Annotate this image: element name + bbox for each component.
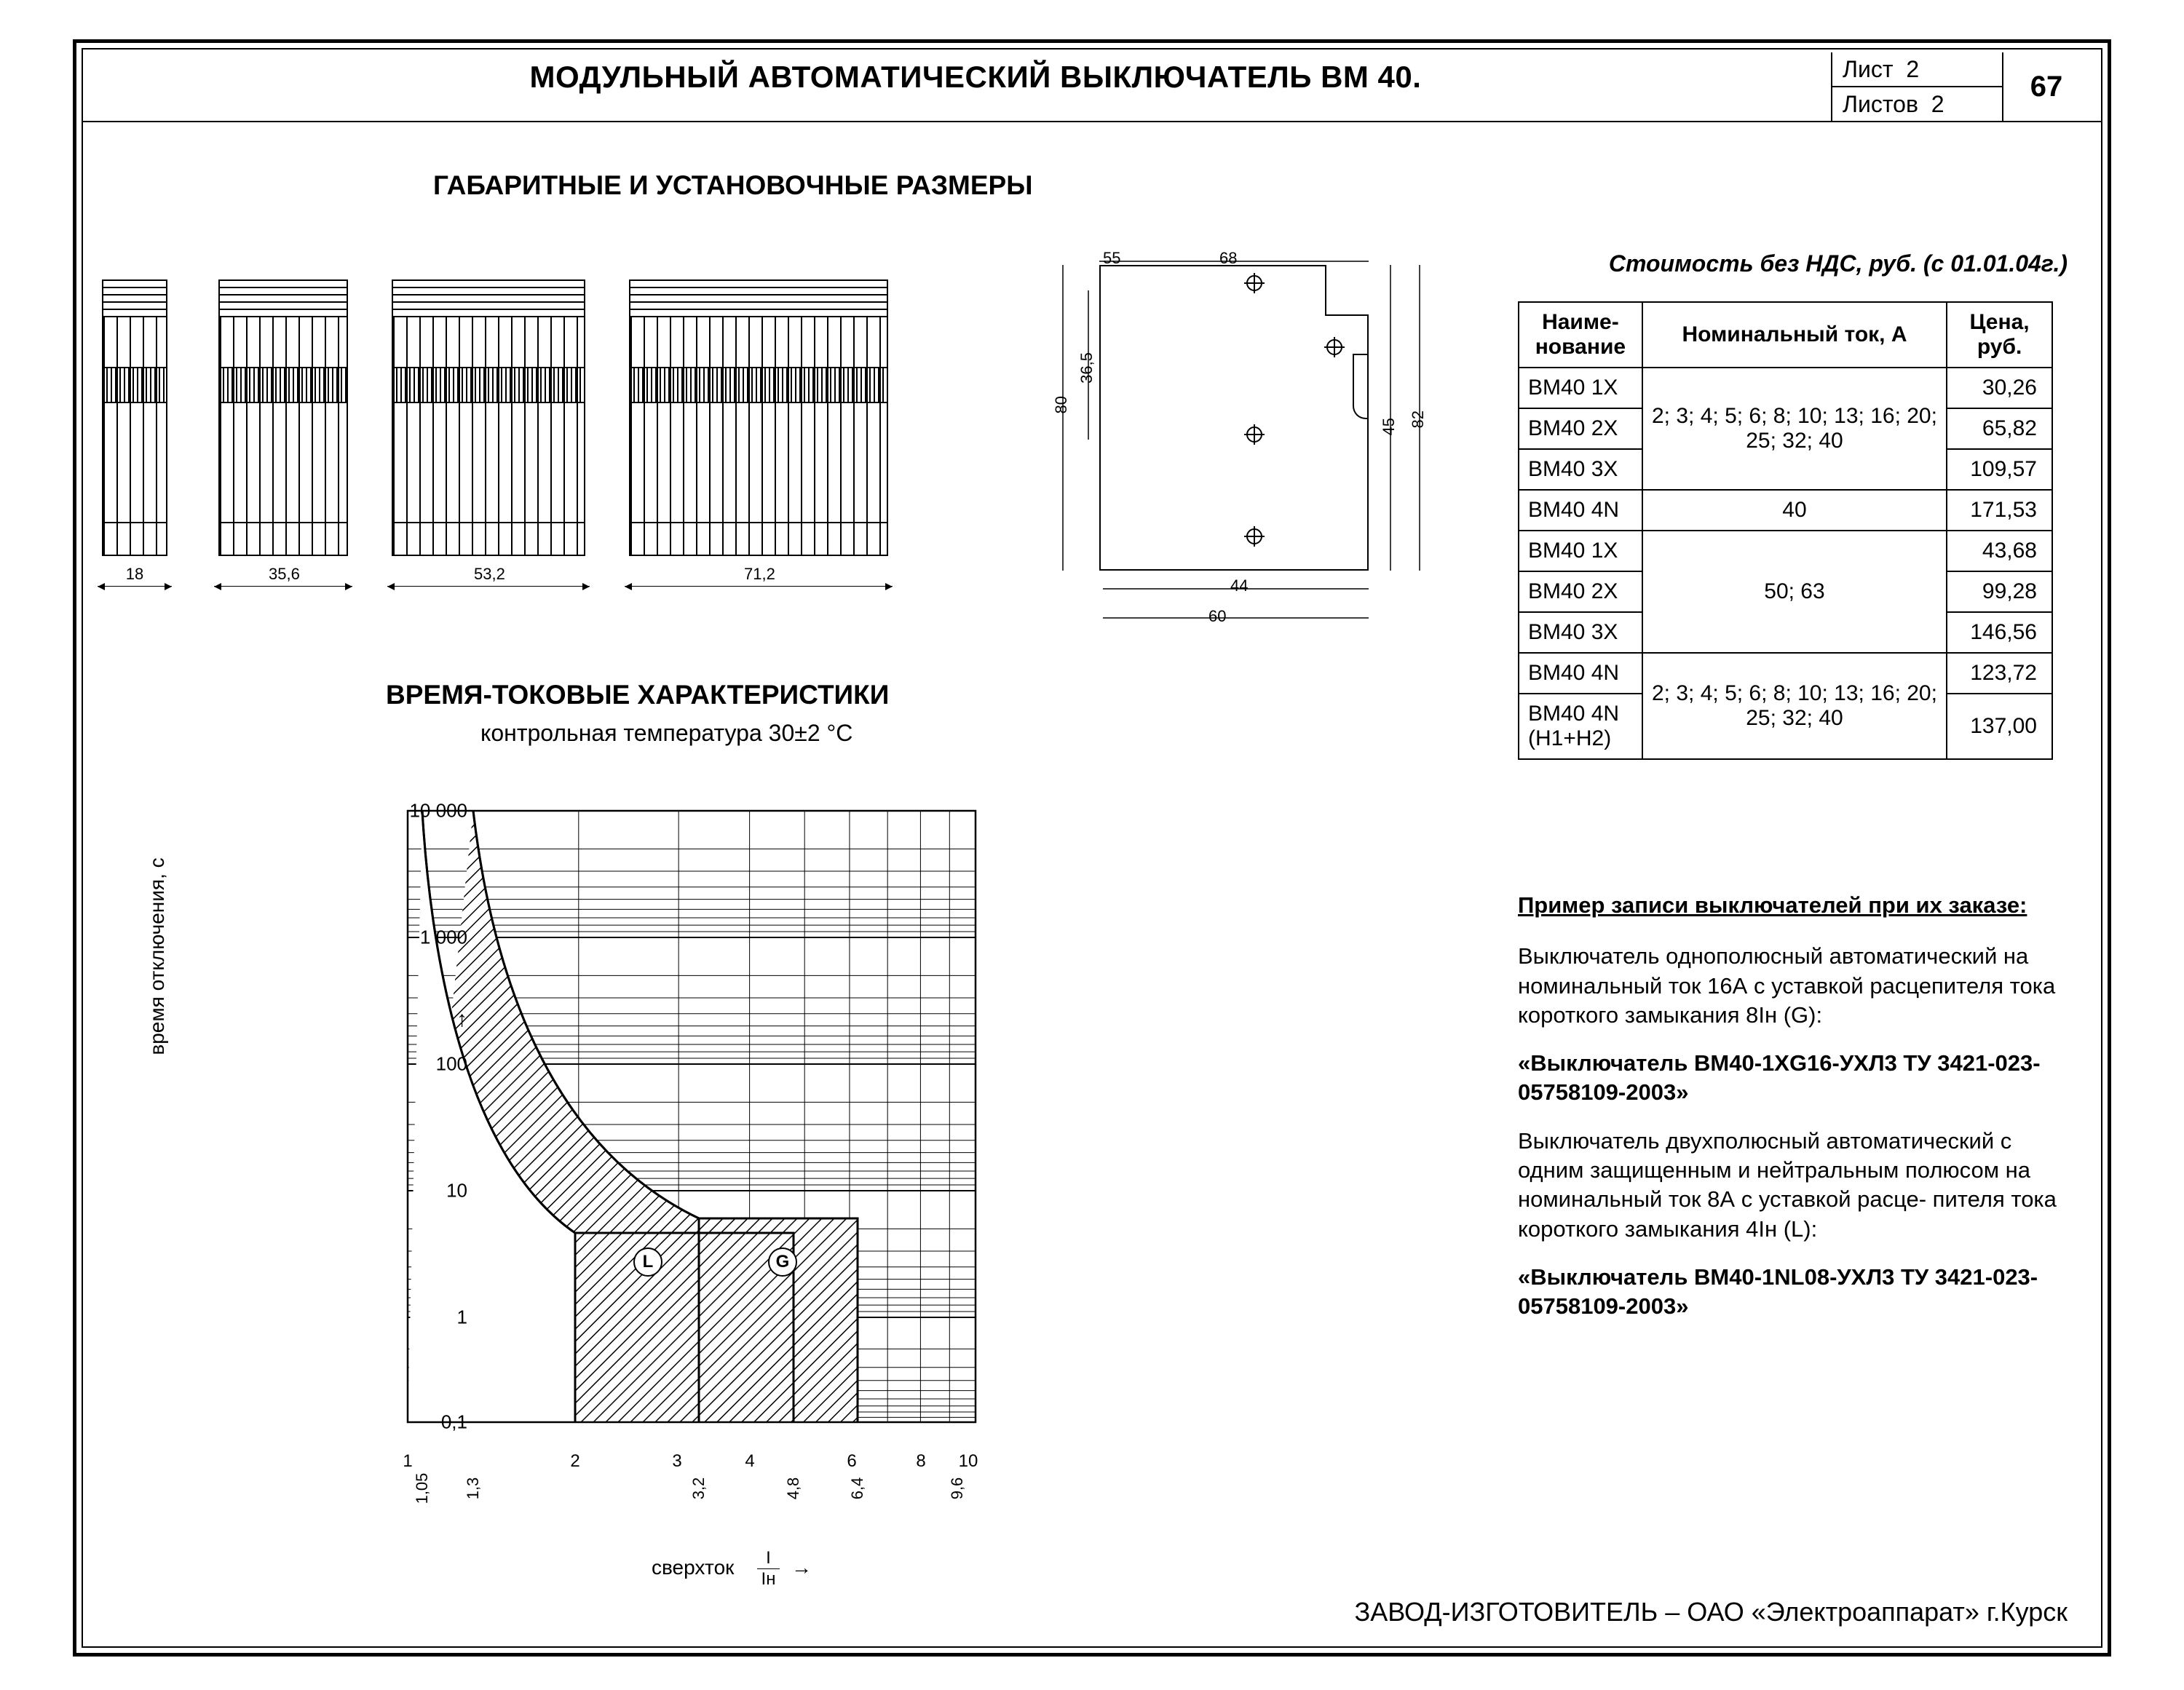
cell-name: ВМ40 2Х: [1519, 408, 1642, 449]
xtick: 10: [959, 1451, 978, 1472]
ytick: 1: [457, 1306, 467, 1329]
order-code1: «Выключатель ВМ40-1XG16-УХЛ3 ТУ 3421-023…: [1518, 1050, 2041, 1105]
page-title: МОДУЛЬНЫЙ АВТОМАТИЧЕСКИЙ ВЫКЛЮЧАТЕЛЬ ВМ …: [95, 60, 1856, 95]
curve-marker-g: G: [768, 1247, 797, 1277]
sheets-label: Листов: [1843, 91, 1918, 118]
xtick-minor: 1,3: [464, 1477, 483, 1500]
header-box: Лист 2 Листов 2 67: [1831, 52, 2089, 121]
chart-xlabel: сверхток I Iн →: [386, 1548, 1077, 1590]
cell-price: 43,68: [1947, 531, 2052, 571]
cell-name: ВМ40 4N: [1519, 653, 1642, 694]
cell-name: ВМ40 1Х: [1519, 531, 1642, 571]
xtick-minor: 4,8: [784, 1477, 803, 1500]
curve-marker-l: L: [633, 1247, 662, 1277]
page-number: 67: [2003, 52, 2089, 121]
cell-price: 123,72: [1947, 653, 2052, 694]
cell-current: 50; 63: [1642, 531, 1947, 653]
order-p2: Выключатель двухполюсный автоматический …: [1518, 1127, 2057, 1244]
xtick: 1: [403, 1451, 412, 1472]
cell-price: 99,28: [1947, 571, 2052, 612]
chart-ylabel: время отключения, с: [146, 811, 169, 1102]
xtick: 2: [570, 1451, 579, 1472]
cell-price: 137,00: [1947, 694, 2052, 759]
sheet-label: Лист: [1843, 56, 1894, 83]
col-name: Наиме- нование: [1519, 302, 1642, 368]
page: МОДУЛЬНЫЙ АВТОМАТИЧЕСКИЙ ВЫКЛЮЧАТЕЛЬ ВМ …: [73, 39, 2111, 1657]
frac-den: Iн: [757, 1569, 780, 1590]
xtick: 6: [847, 1451, 856, 1472]
price-table: Наиме- нование Номинальный ток, А Цена, …: [1518, 301, 2053, 760]
sheet-row: Лист 2: [1832, 52, 2002, 87]
cell-name: ВМ40 3Х: [1519, 449, 1642, 490]
cell-current: 2; 3; 4; 5; 6; 8; 10; 13; 16; 20; 25; 32…: [1642, 653, 1947, 759]
footer: ЗАВОД-ИЗГОТОВИТЕЛЬ – ОАО «Электроаппарат…: [1354, 1597, 2068, 1627]
cell-current: 2; 3; 4; 5; 6; 8; 10; 13; 16; 20; 25; 32…: [1642, 368, 1947, 490]
table-row: ВМ40 4N40171,53: [1519, 490, 2052, 531]
ytick: 0,1: [441, 1411, 467, 1434]
cell-name: ВМ40 1Х: [1519, 368, 1642, 408]
xtick-minor: 6,4: [848, 1477, 867, 1500]
table-row: ВМ40 1Х50; 6343,68: [1519, 531, 2052, 571]
device-drawing: 18: [102, 279, 167, 556]
cell-current: 40: [1642, 490, 1947, 531]
order-heading: Пример записи выключателей при их заказе…: [1518, 891, 2057, 920]
dim-width: 18: [120, 565, 149, 584]
ytick: 10 000: [409, 800, 467, 822]
xtick-minor: 9,6: [948, 1477, 967, 1500]
sheet-num: 2: [1906, 56, 1919, 83]
col-price: Цена, руб.: [1947, 302, 2052, 368]
xtick: 3: [672, 1451, 681, 1472]
time-current-chart: время отключения, с 10 0001 0001001010,1…: [386, 789, 1077, 1531]
xtick-minor: 3,2: [689, 1477, 708, 1500]
cell-name: ВМ40 2Х: [1519, 571, 1642, 612]
cell-price: 65,82: [1947, 408, 2052, 449]
order-example: Пример записи выключателей при их заказе…: [1518, 891, 2057, 1341]
table-row: ВМ40 4N2; 3; 4; 5; 6; 8; 10; 13; 16; 20;…: [1519, 653, 2052, 694]
order-p1: Выключатель однополюсный автоматический …: [1518, 942, 2057, 1030]
cell-name: ВМ40 4N (Н1+Н2): [1519, 694, 1642, 759]
curves-title: ВРЕМЯ-ТОКОВЫЕ ХАРАКТЕРИСТИКИ: [386, 680, 889, 710]
cell-price: 171,53: [1947, 490, 2052, 531]
cell-name: ВМ40 4N: [1519, 490, 1642, 531]
chart-svg: [386, 789, 983, 1444]
cell-price: 109,57: [1947, 449, 2052, 490]
xtick: 8: [916, 1451, 925, 1472]
dim-width: 53,2: [474, 565, 503, 584]
price-title: Стоимость без НДС, руб. (с 01.01.04г.): [1609, 250, 2068, 277]
device-drawing: 71,2: [629, 279, 888, 556]
dim-width: 35,6: [269, 565, 298, 584]
ytick: 10: [446, 1180, 467, 1202]
col-current: Номинальный ток, А: [1642, 302, 1947, 368]
xtick-minor: 1,05: [413, 1473, 432, 1504]
device-drawing: 53,2: [392, 279, 585, 556]
chart-xlabel-text: сверхток: [652, 1556, 734, 1579]
ytick: 100: [436, 1053, 467, 1076]
cell-price: 146,56: [1947, 612, 2052, 653]
order-code2: «Выключатель ВМ40-1NL08-УХЛ3 ТУ 3421-023…: [1518, 1264, 2038, 1319]
xtick: 4: [745, 1451, 754, 1472]
cell-name: ВМ40 3Х: [1519, 612, 1642, 653]
curves-sub: контрольная температура 30±2 °C: [480, 720, 852, 747]
sheets-num: 2: [1931, 91, 1944, 118]
drawings-area: 1835,653,271,2 55 68 80 36,5 45 82 44 60: [102, 250, 1529, 622]
table-row: ВМ40 1Х2; 3; 4; 5; 6; 8; 10; 13; 16; 20;…: [1519, 368, 2052, 408]
ytick: 1 000: [420, 927, 467, 949]
header-rule: [83, 121, 2101, 122]
sideview-drawing: 55 68 80 36,5 45 82 44 60: [1012, 250, 1412, 614]
device-drawing: 35,6: [218, 279, 348, 556]
cell-price: 30,26: [1947, 368, 2052, 408]
dimensions-title: ГАБАРИТНЫЕ И УСТАНОВОЧНЫЕ РАЗМЕРЫ: [433, 170, 1032, 201]
frac-num: I: [757, 1548, 780, 1569]
sheets-row: Листов 2: [1832, 87, 2002, 121]
y-arrow-icon: ↑: [456, 1007, 467, 1032]
sideview-dims: [1012, 250, 1449, 629]
dim-width: 71,2: [744, 565, 773, 584]
